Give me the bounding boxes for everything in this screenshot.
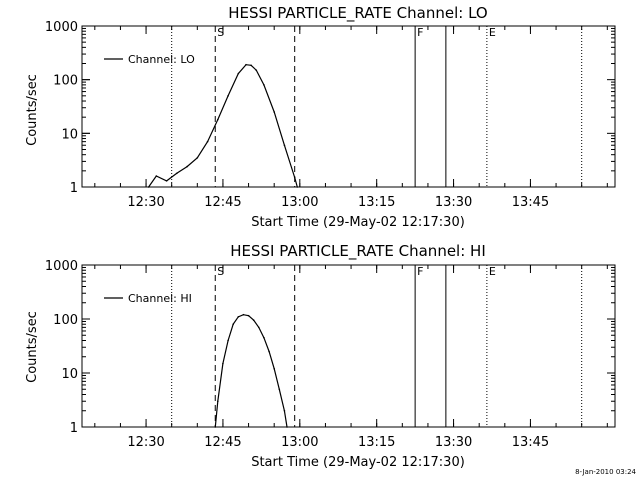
y-axis-label: Counts/sec bbox=[25, 311, 40, 383]
data-point bbox=[186, 165, 188, 168]
footer-date: 8-Jan-2010 03:24 bbox=[575, 468, 636, 476]
event-marker-label: F bbox=[417, 26, 423, 39]
x-tick-label: 13:00 bbox=[281, 435, 318, 450]
panel-channel-hi: HESSI PARTICLE_RATE Channel: HI Counts/s… bbox=[25, 242, 616, 470]
data-point bbox=[263, 84, 265, 86]
legend-label: Channel: HI bbox=[128, 292, 192, 305]
x-tick-label: 12:45 bbox=[204, 195, 241, 210]
data-point bbox=[286, 426, 288, 428]
x-tick-label: 13:15 bbox=[358, 195, 395, 210]
y-axis-label: Counts/sec bbox=[25, 74, 40, 146]
panel-channel-lo: HESSI PARTICLE_RATE Channel: LO Counts/s… bbox=[25, 4, 616, 230]
x-tick-label: 13:45 bbox=[512, 435, 549, 450]
data-point bbox=[242, 313, 245, 316]
data-point bbox=[283, 144, 286, 147]
data-point bbox=[196, 157, 199, 159]
event-marker-label: S bbox=[217, 265, 224, 278]
data-point bbox=[250, 64, 252, 67]
x-tick-label: 13:00 bbox=[281, 195, 318, 210]
data-point bbox=[206, 140, 209, 143]
y-tick-label: 100 bbox=[53, 74, 78, 89]
plot-frame bbox=[81, 25, 616, 188]
x-axis-label: Start Time (29-May-02 12:17:30) bbox=[251, 455, 465, 470]
x-axis-label: Start Time (29-May-02 12:17:30) bbox=[251, 215, 465, 230]
data-point bbox=[247, 314, 250, 317]
data-point bbox=[283, 409, 286, 412]
event-marker-label: E bbox=[489, 26, 496, 39]
data-point bbox=[273, 111, 275, 113]
data-point bbox=[268, 350, 270, 353]
x-tick-label: 13:30 bbox=[435, 435, 472, 450]
data-point bbox=[176, 172, 178, 175]
y-tick-label: 10 bbox=[61, 127, 78, 142]
x-tick-label: 13:30 bbox=[435, 195, 472, 210]
data-point bbox=[237, 72, 240, 75]
data-point bbox=[147, 186, 150, 188]
data-point bbox=[227, 95, 229, 97]
x-tick-label: 12:30 bbox=[127, 435, 164, 450]
x-tick-label: 13:45 bbox=[512, 195, 549, 210]
data-point bbox=[232, 323, 234, 326]
event-marker-label: F bbox=[417, 265, 423, 278]
event-marker-label: S bbox=[217, 26, 224, 39]
data-point bbox=[214, 426, 217, 428]
data-point bbox=[217, 400, 219, 403]
y-tick-label: 1 bbox=[70, 181, 78, 196]
y-tick-label: 10 bbox=[61, 367, 78, 382]
data-point bbox=[263, 336, 265, 339]
chart-title: HESSI PARTICLE_RATE Channel: HI bbox=[230, 242, 486, 261]
x-tick-label: 13:15 bbox=[358, 435, 395, 450]
data-point bbox=[258, 326, 260, 329]
data-point bbox=[255, 69, 258, 72]
y-tick-label: 100 bbox=[53, 313, 78, 328]
event-marker-label: E bbox=[489, 265, 496, 278]
data-point bbox=[237, 315, 240, 318]
data-point bbox=[217, 118, 219, 121]
data-point bbox=[165, 180, 168, 182]
y-tick-label: 1 bbox=[70, 421, 78, 436]
data-point bbox=[273, 367, 275, 370]
data-point bbox=[296, 186, 299, 188]
data-point bbox=[155, 175, 158, 177]
plot-frame bbox=[81, 264, 616, 428]
data-point bbox=[227, 339, 229, 342]
legend-label: Channel: LO bbox=[128, 53, 195, 66]
series-line bbox=[214, 314, 288, 428]
x-tick-label: 12:30 bbox=[127, 195, 164, 210]
chart-title: HESSI PARTICLE_RATE Channel: LO bbox=[228, 4, 487, 23]
data-point bbox=[252, 319, 255, 322]
y-tick-label: 1000 bbox=[45, 259, 78, 274]
series-line bbox=[148, 64, 298, 188]
data-point bbox=[293, 176, 296, 179]
data-point bbox=[222, 362, 224, 365]
y-tick-label: 1000 bbox=[45, 20, 78, 35]
data-point bbox=[278, 388, 281, 391]
data-point bbox=[245, 63, 247, 66]
x-tick-label: 12:45 bbox=[204, 435, 241, 450]
